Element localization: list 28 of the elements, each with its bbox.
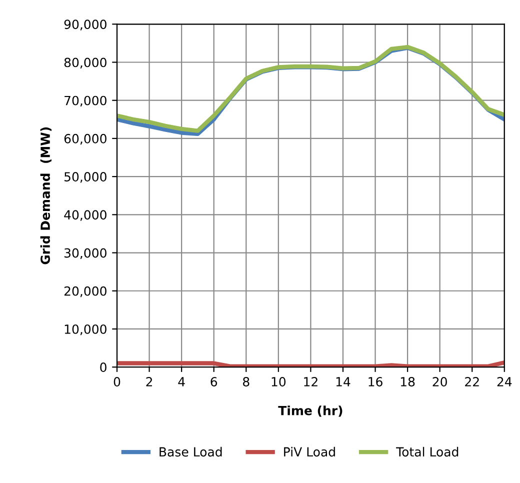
x-tick-label: 12 (304, 377, 318, 386)
x-tick-label: 14 (336, 377, 350, 386)
legend-label: PiV Load (284, 446, 335, 457)
x-tick-label: 8 (243, 377, 250, 386)
x-tick-label: 4 (178, 377, 185, 386)
x-tick-label: 18 (400, 377, 415, 386)
y-tick-label: 0 (100, 362, 106, 372)
y-tick-label: 40,000 (64, 210, 106, 221)
x-tick-label: 20 (432, 377, 447, 386)
legend-label: Base Load (160, 446, 222, 457)
y-tick-label: 90,000 (64, 20, 106, 30)
y-tick-label: 20,000 (64, 286, 106, 298)
y-tick-label: 30,000 (64, 248, 106, 259)
x-tick-label: 6 (210, 377, 218, 386)
x-tick-label: 10 (272, 377, 286, 386)
y-tick-label: 50,000 (64, 172, 106, 183)
y-tick-label: 80,000 (64, 58, 106, 68)
legend-label: Total Load (396, 446, 458, 457)
x-tick-label: 24 (497, 377, 512, 386)
x-tick-label: 22 (465, 377, 479, 386)
y-tick-label: 10,000 (64, 324, 106, 336)
x-tick-label: 2 (146, 377, 152, 386)
y-tick-label: 70,000 (64, 96, 106, 107)
x-tick-label: 16 (368, 377, 382, 386)
x-axis-title: Time (hr) (278, 406, 342, 417)
x-tick-label: 0 (114, 377, 120, 386)
y-tick-label: 60,000 (64, 134, 106, 145)
y-axis-title: Grid Demand (MW) (40, 127, 52, 264)
